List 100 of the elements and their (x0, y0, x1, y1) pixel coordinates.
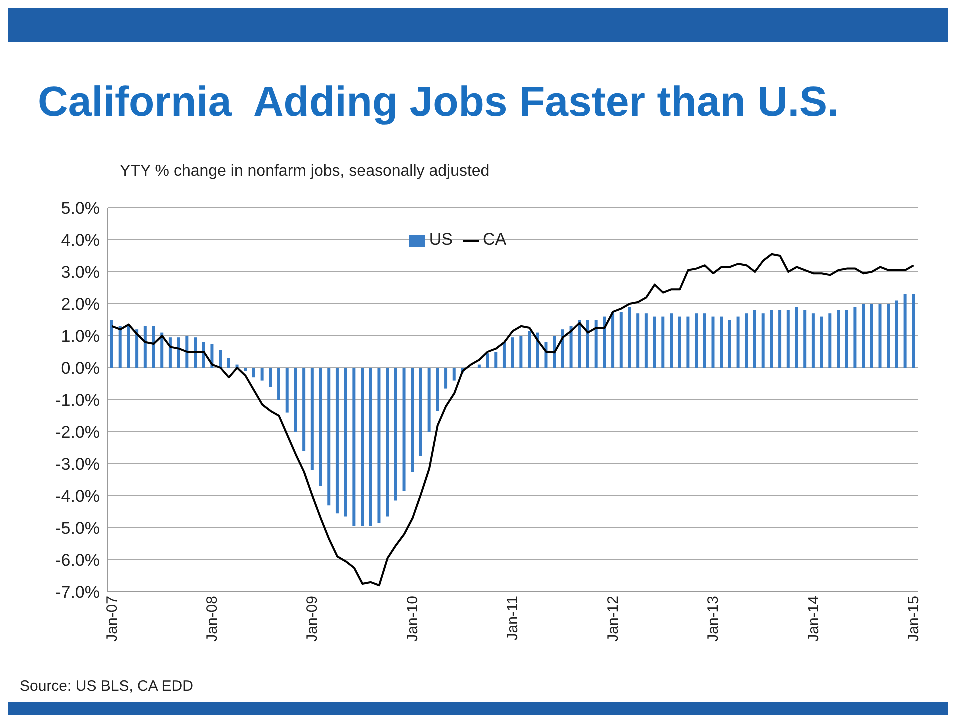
source-note: Source: US BLS, CA EDD (20, 678, 194, 695)
bar (110, 320, 114, 368)
bar (369, 368, 372, 526)
legend-label: US (429, 230, 453, 249)
bar (636, 314, 640, 368)
bar (786, 310, 790, 368)
bar (820, 316, 824, 368)
bar (628, 307, 632, 368)
bar (528, 331, 532, 368)
y-tick-label: 2.0% (61, 295, 100, 314)
bar (644, 314, 648, 368)
bar (286, 368, 289, 413)
bar (502, 342, 506, 368)
x-tick-label: Jan-07 (104, 596, 121, 642)
bar (294, 368, 298, 432)
bar (127, 326, 130, 368)
bar (728, 320, 732, 368)
bar (352, 368, 356, 526)
bar (419, 368, 422, 456)
bar (152, 326, 156, 368)
bar (795, 307, 798, 368)
bar (578, 320, 582, 368)
y-tick-label: 3.0% (61, 263, 100, 282)
bar (219, 350, 222, 368)
bar (845, 310, 848, 368)
bar (561, 330, 564, 368)
line-series (111, 253, 915, 587)
bar (310, 368, 314, 470)
bar (804, 310, 807, 368)
bar (603, 316, 606, 368)
bar (168, 338, 172, 368)
x-tick-label: Jan-13 (705, 596, 722, 642)
y-tick-label: -6.0% (56, 551, 100, 570)
bar (753, 310, 756, 368)
bar (594, 320, 598, 368)
bar (160, 332, 164, 368)
bar (854, 307, 857, 368)
bar (678, 316, 682, 368)
bar (828, 314, 832, 368)
x-tick-label: Jan-12 (604, 596, 622, 642)
x-tick-label: Jan-11 (504, 596, 522, 641)
bar (227, 358, 230, 368)
bar (612, 312, 615, 368)
bar (686, 316, 690, 368)
bar (762, 314, 765, 368)
y-tick-label: -7.0% (56, 583, 100, 602)
x-tick-label: Jan-09 (304, 596, 322, 642)
bar (904, 294, 907, 368)
bar (428, 368, 431, 432)
bar (260, 368, 264, 381)
bar (411, 368, 414, 472)
bar (436, 368, 440, 412)
bar (118, 326, 122, 368)
bar (319, 368, 322, 486)
bar (336, 368, 339, 514)
bar (328, 368, 331, 506)
x-tick-label: Jan-14 (805, 596, 822, 642)
bar (887, 304, 890, 368)
y-tick-label: -3.0% (56, 455, 100, 474)
bar (895, 300, 898, 368)
bar (712, 316, 715, 368)
bar (878, 304, 882, 368)
bar (812, 314, 815, 368)
bar (386, 368, 390, 517)
bar (252, 368, 256, 378)
bar (662, 316, 665, 368)
y-tick-label: -4.0% (56, 487, 100, 506)
bar (536, 332, 540, 368)
bar (912, 294, 916, 368)
bar (444, 368, 448, 389)
bar (837, 310, 840, 368)
bar (745, 314, 748, 368)
bar (402, 368, 406, 492)
y-tick-label: -5.0% (56, 519, 100, 538)
x-tick-label: Jan-15 (905, 596, 922, 642)
bar (862, 304, 866, 368)
bar (570, 326, 573, 368)
bar (670, 314, 673, 368)
bar (136, 330, 139, 368)
x-tick-label: Jan-08 (204, 596, 222, 642)
y-tick-label: 5.0% (61, 199, 100, 218)
bar (194, 338, 198, 368)
bar (177, 338, 180, 368)
y-tick-label: 0.0% (61, 359, 100, 378)
legend-label: CA (483, 230, 507, 249)
bar (378, 368, 381, 524)
bar (394, 368, 398, 501)
bar (778, 310, 782, 368)
bar (244, 368, 248, 372)
bar (361, 368, 364, 526)
bar (486, 354, 490, 368)
chart-title: California Adding Jobs Faster than U.S. (38, 78, 840, 126)
bar (770, 310, 774, 368)
bar (269, 368, 272, 388)
bar (620, 312, 623, 368)
bar (736, 316, 740, 368)
y-tick-label: -1.0% (56, 391, 100, 410)
bar (520, 336, 523, 368)
bar (278, 368, 281, 400)
bar (302, 368, 306, 452)
